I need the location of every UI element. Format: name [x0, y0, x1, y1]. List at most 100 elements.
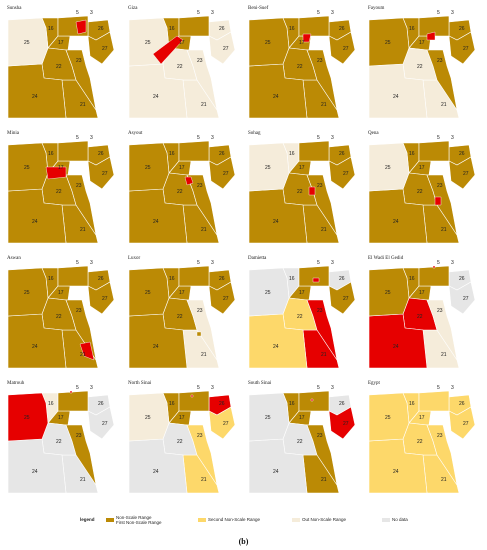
- region-label: 25: [145, 290, 151, 296]
- region-label: 3: [211, 385, 214, 391]
- region-25: [248, 142, 290, 192]
- legend-label-second: Second Non-Scale Range: [208, 517, 261, 522]
- region-label: 17: [419, 165, 425, 171]
- region-label: 22: [177, 439, 183, 445]
- region-label: 21: [441, 352, 447, 358]
- region-label: 21: [321, 352, 327, 358]
- region-label: 17: [179, 415, 185, 421]
- region-25: [368, 267, 410, 317]
- region-label: 16: [289, 401, 295, 407]
- region-label: 3: [331, 135, 334, 141]
- map-panel-matrouh: 25 24 22 21 23 26 27 16 17 5 3 Matrouh: [6, 381, 121, 499]
- region-label: 25: [385, 415, 391, 421]
- region-27: [448, 406, 476, 440]
- region-23: [426, 49, 458, 111]
- region-label: 17: [299, 290, 305, 296]
- region-27: [208, 156, 236, 190]
- region-label: 16: [409, 151, 415, 157]
- region-label: 25: [385, 165, 391, 171]
- panel-title: Minia: [7, 131, 19, 136]
- region-label: 5: [197, 10, 200, 16]
- region-label: 25: [24, 165, 30, 171]
- map-panel-beni-suef: 25 24 22 21 23 26 27 16 17 5 3 Beni-Suef: [247, 6, 362, 124]
- region-label: 27: [223, 421, 229, 427]
- region-label: 22: [177, 64, 183, 70]
- region-label: 22: [297, 314, 303, 320]
- region-label: 16: [169, 276, 175, 282]
- region-label: 25: [265, 415, 271, 421]
- region-25: [7, 392, 49, 442]
- figure-caption: (b): [238, 537, 249, 546]
- region-label: 27: [223, 46, 229, 52]
- region-label: 5: [197, 385, 200, 391]
- legend-swatch-first: [106, 518, 114, 522]
- region-label: 27: [463, 46, 469, 52]
- region-25: [248, 392, 290, 442]
- region-label: 24: [393, 344, 399, 350]
- region-delta: [418, 265, 450, 287]
- region-label: 26: [98, 26, 104, 32]
- region-label: 27: [102, 46, 108, 52]
- region-label: 3: [90, 260, 93, 266]
- region-25: [128, 392, 170, 442]
- region-23: [306, 299, 338, 361]
- region-delta: [298, 140, 330, 162]
- region-label: 16: [48, 26, 54, 32]
- egypt-map: 25 24 22 21 23 26 27 16 17 5 3: [7, 135, 115, 244]
- region-23: [426, 299, 458, 361]
- region-label: 25: [145, 415, 151, 421]
- map-panel-asyout: 25 24 22 21 23 26 27 16 17 5 3 Asyout: [127, 131, 242, 249]
- region-label: 16: [48, 151, 54, 157]
- region-label: 24: [273, 469, 279, 475]
- map-panel-damietta: 25 24 22 21 23 26 27 16 17 5 3 Damietta: [247, 256, 362, 374]
- egypt-map: 25 24 22 21 23 26 27 16 17 5 3: [248, 10, 356, 119]
- region-label: 26: [339, 151, 345, 157]
- region-label: 16: [169, 151, 175, 157]
- region-label: 3: [451, 10, 454, 16]
- region-label: 26: [98, 276, 104, 282]
- region-label: 16: [48, 276, 54, 282]
- region-label: 26: [339, 276, 345, 282]
- region-label: 26: [219, 26, 225, 32]
- region-label: 22: [417, 189, 423, 195]
- region-label: 25: [24, 40, 30, 46]
- region-label: 26: [339, 26, 345, 32]
- map-panel-south-sinai: 25 24 22 21 23 26 27 16 17 5 3 South Sinai: [247, 381, 362, 499]
- panel-title: Qena: [368, 131, 379, 136]
- legend-label-first: Non-Scale Range First Non-Scale Range: [116, 515, 162, 525]
- region-label: 5: [437, 260, 440, 266]
- legend: legend Non-Scale Range First Non-Scale R…: [80, 515, 420, 529]
- region-delta: [178, 140, 210, 162]
- legend-swatch-out: [292, 518, 300, 522]
- region-label: 21: [201, 227, 207, 233]
- region-label: 23: [437, 58, 443, 64]
- region-27: [328, 406, 356, 440]
- region-label: 27: [343, 46, 349, 52]
- egypt-map: 25 24 22 21 23 26 27 16 17 5 3: [248, 260, 356, 369]
- region-23: [65, 424, 97, 486]
- region-label: 5: [437, 10, 440, 16]
- region-label: 22: [417, 439, 423, 445]
- region-label: 5: [317, 135, 320, 141]
- map-panel-qena: 25 24 22 21 23 26 27 16 17 5 3 Qena: [367, 131, 482, 249]
- map-panel-minia: 25 24 22 21 23 26 27 16 17 5 3 Minia: [6, 131, 121, 249]
- region-25: [7, 17, 49, 67]
- region-label: 3: [331, 385, 334, 391]
- highlight-region: [432, 265, 436, 269]
- region-label: 23: [437, 308, 443, 314]
- highlight-region: [79, 341, 95, 361]
- region-label: 21: [80, 227, 86, 233]
- region-label: 21: [80, 102, 86, 108]
- egypt-map: 25 24 22 21 23 26 27 16 17 5 3: [128, 135, 236, 244]
- highlight-region: [75, 19, 87, 35]
- region-25: [368, 392, 410, 442]
- region-label: 26: [219, 401, 225, 407]
- region-delta: [418, 140, 450, 162]
- region-delta: [298, 390, 330, 412]
- region-label: 27: [223, 171, 229, 177]
- region-23: [65, 174, 97, 236]
- region-label: 25: [265, 40, 271, 46]
- map-panel-luxor: 25 24 22 21 23 26 27 16 17 5 3 Luxor: [127, 256, 242, 374]
- map-panel-fayoum: 25 24 22 21 23 26 27 16 17 5 3 Fayoum: [367, 6, 482, 124]
- region-label: 22: [177, 189, 183, 195]
